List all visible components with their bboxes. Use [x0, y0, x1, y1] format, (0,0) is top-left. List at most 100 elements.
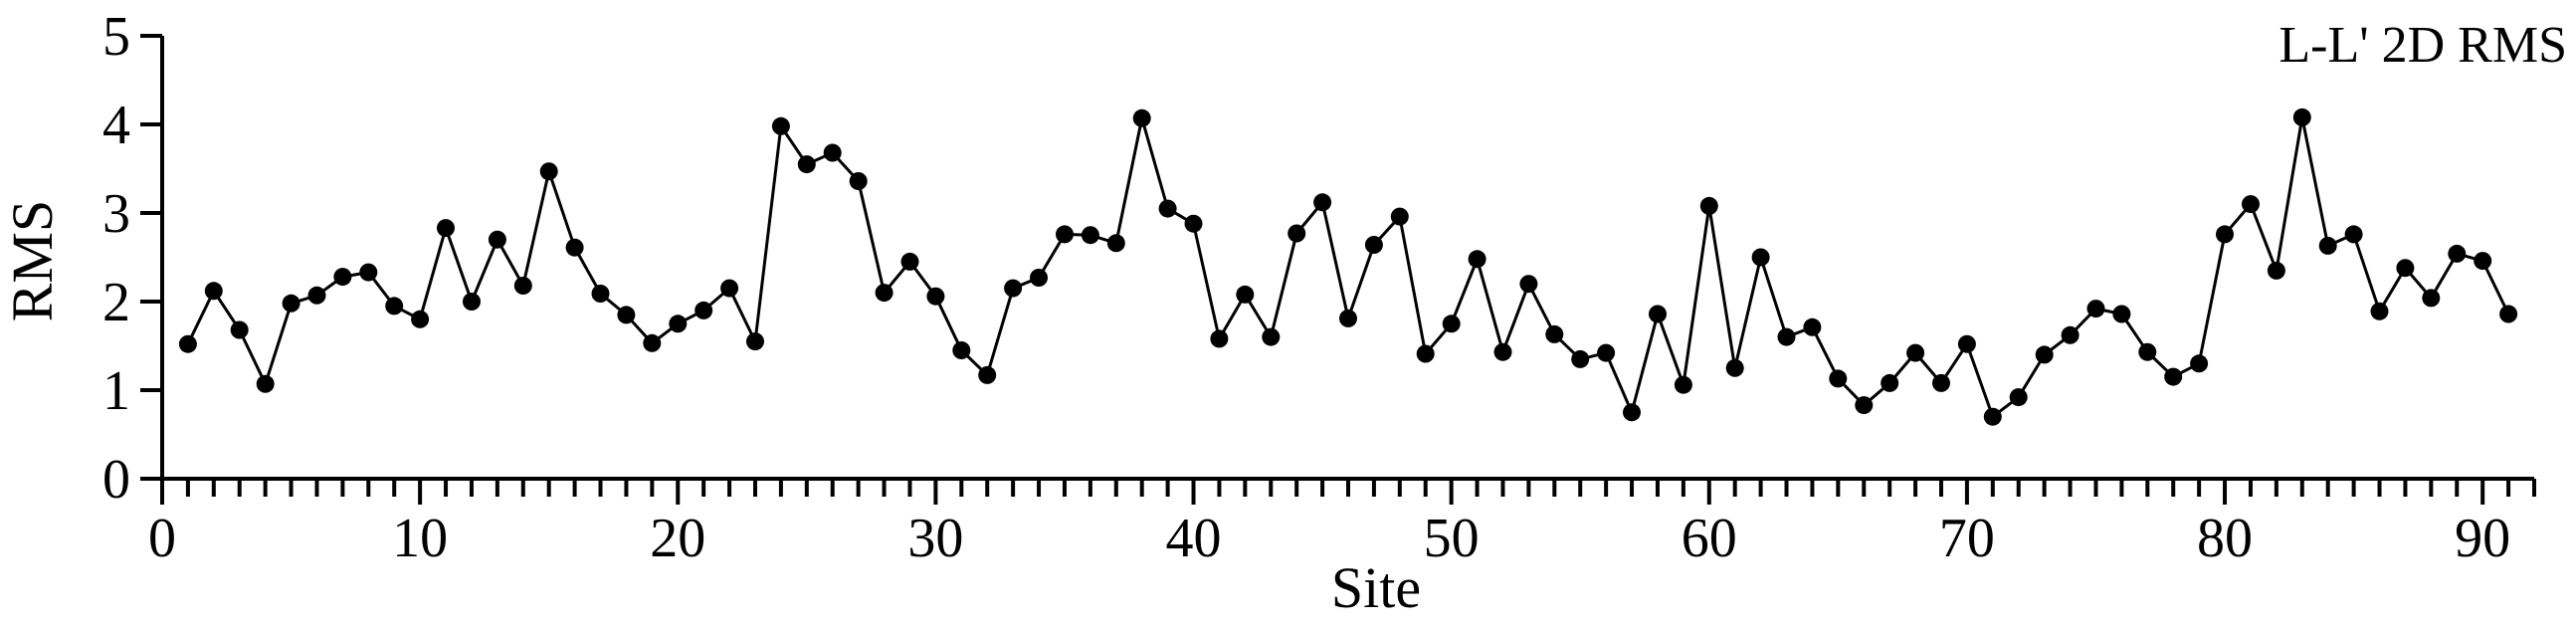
data-point [2242, 195, 2260, 214]
data-point [1081, 226, 1099, 245]
data-point [1390, 207, 1409, 226]
y-tick-label: 3 [102, 183, 130, 245]
series-line [186, 116, 2510, 420]
data-point [720, 279, 739, 298]
data-point [385, 297, 404, 315]
data-point [1803, 317, 1822, 336]
data-point [256, 374, 275, 393]
data-point [463, 293, 481, 311]
data-point [2009, 388, 2028, 407]
data-point [1519, 275, 1538, 294]
data-point [437, 219, 455, 238]
data-point [513, 277, 532, 295]
data-point [1932, 373, 1950, 392]
x-tick-label: 80 [2197, 508, 2253, 569]
data-point [1699, 196, 1718, 215]
data-point [771, 116, 790, 135]
data-point [2422, 289, 2441, 308]
data-point [1339, 309, 1357, 327]
data-point [1030, 269, 1048, 287]
data-point [359, 263, 378, 282]
data-point [1881, 373, 1899, 392]
data-point [2138, 342, 2157, 361]
data-point [2267, 261, 2285, 280]
data-point [875, 284, 893, 303]
data-point [1442, 315, 1461, 333]
data-point [1725, 358, 1744, 377]
data-point [1829, 369, 1848, 388]
data-point [1262, 327, 1281, 346]
data-point [1906, 343, 1925, 362]
data-point [797, 155, 816, 174]
data-point [539, 162, 558, 181]
x-axis-title: Site [1331, 555, 1421, 620]
data-point [1056, 225, 1074, 244]
data-point [1674, 375, 1692, 394]
data-point [2112, 305, 2131, 323]
x-tick-label: 10 [392, 508, 448, 569]
data-point [1364, 236, 1383, 254]
y-tick-label: 4 [102, 95, 130, 156]
data-point [2216, 225, 2234, 244]
x-tick-label: 90 [2455, 508, 2510, 569]
y-tick-label: 0 [102, 449, 130, 511]
data-point [617, 306, 636, 324]
data-point [591, 285, 610, 303]
data-point [333, 268, 352, 287]
data-point [307, 286, 326, 305]
data-point [2086, 300, 2105, 318]
data-point [2061, 325, 2080, 344]
x-tick-label: 40 [1166, 508, 1222, 569]
x-tick-label: 70 [1939, 508, 1995, 569]
data-point [1416, 344, 1435, 363]
y-axis-title: RMS [0, 200, 65, 322]
data-point [1158, 199, 1177, 218]
data-point [488, 230, 506, 249]
data-point [1313, 193, 1332, 212]
data-point [1855, 396, 1874, 415]
data-point [2370, 302, 2389, 320]
x-tick-label: 30 [907, 508, 963, 569]
data-point [1184, 214, 1203, 233]
data-point [1210, 329, 1229, 348]
data-point [2474, 252, 2492, 271]
data-point [952, 341, 971, 359]
data-point [2396, 259, 2415, 278]
data-point [2190, 354, 2209, 373]
data-point [978, 365, 997, 384]
data-point [823, 143, 842, 162]
data-point [1983, 407, 2002, 426]
data-point [1236, 285, 1255, 304]
data-point [565, 238, 584, 257]
data-point [1571, 349, 1590, 368]
data-point [1623, 403, 1641, 422]
data-point [1597, 343, 1616, 362]
data-point [2318, 236, 2337, 255]
data-point [1468, 250, 1486, 269]
data-point [2344, 225, 2363, 244]
data-point [1106, 234, 1125, 253]
data-point [178, 334, 197, 353]
data-point [1545, 324, 1564, 343]
x-tick-label: 0 [148, 508, 176, 569]
data-point [2292, 107, 2311, 126]
data-point [1493, 342, 1512, 361]
chart-title: L-L' 2D RMS [2279, 17, 2567, 74]
x-tick-label: 20 [650, 508, 705, 569]
x-tick-label: 50 [1424, 508, 1480, 569]
y-tick-label: 2 [102, 272, 130, 333]
data-point [2164, 367, 2183, 386]
data-point [2448, 244, 2467, 263]
data-point [746, 332, 764, 351]
data-point [1751, 248, 1770, 267]
data-point [1288, 224, 1306, 243]
data-point [2035, 345, 2054, 364]
data-point [204, 282, 223, 301]
data-point [669, 315, 688, 333]
x-tick-label: 60 [1682, 508, 1737, 569]
data-point [1649, 305, 1667, 323]
data-point [926, 287, 945, 306]
data-point [1777, 327, 1796, 346]
